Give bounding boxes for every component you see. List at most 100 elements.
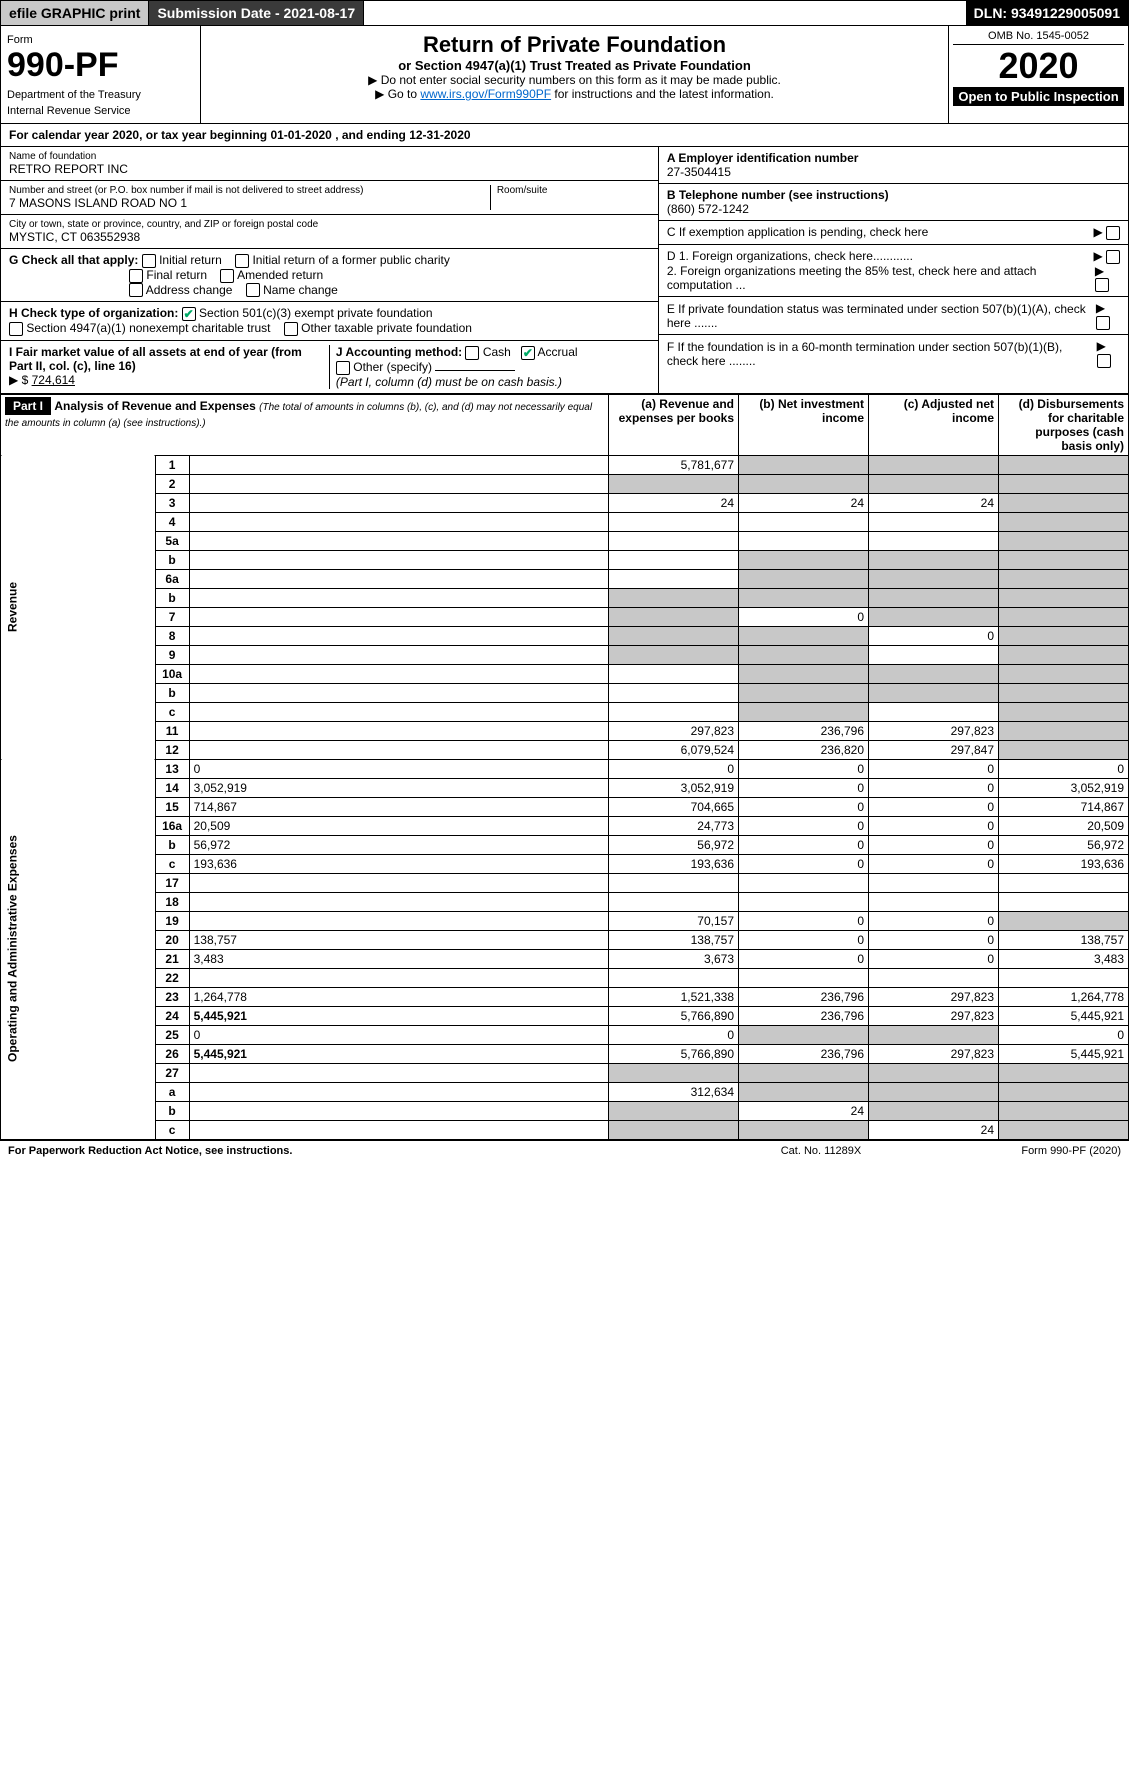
cell-6b-a xyxy=(609,588,739,607)
efile-print-label[interactable]: efile GRAPHIC print xyxy=(1,1,149,25)
cell-21-c: 0 xyxy=(869,949,999,968)
cell-2-b xyxy=(739,474,869,493)
cell-12-d xyxy=(999,740,1129,759)
line-description xyxy=(189,493,608,512)
cell-5b-c xyxy=(869,550,999,569)
line-number: b xyxy=(155,1101,189,1120)
table-row: 25000 xyxy=(1,1025,1129,1044)
table-row: 231,264,7781,521,338236,796297,8231,264,… xyxy=(1,987,1129,1006)
line-number: b xyxy=(155,550,189,569)
checkbox-e[interactable] xyxy=(1096,316,1110,330)
table-row: 2 xyxy=(1,474,1129,493)
checkbox-other-method[interactable] xyxy=(336,361,350,375)
cell-19-b: 0 xyxy=(739,911,869,930)
cell-3-b: 24 xyxy=(739,493,869,512)
checkbox-cash[interactable] xyxy=(465,346,479,360)
cell-10b-a xyxy=(609,683,739,702)
tax-year: 2020 xyxy=(953,45,1124,87)
cell-3-c: 24 xyxy=(869,493,999,512)
checkbox-d1[interactable] xyxy=(1106,250,1120,264)
cell-15-b: 0 xyxy=(739,797,869,816)
line-description: 1,264,778 xyxy=(189,987,608,1006)
cell-6b-c xyxy=(869,588,999,607)
checkbox-other-taxable[interactable] xyxy=(284,322,298,336)
table-row: 9 xyxy=(1,645,1129,664)
line-description xyxy=(189,531,608,550)
table-row: 18 xyxy=(1,892,1129,911)
note-ssn: Do not enter social security numbers on … xyxy=(207,73,942,87)
cell-8-d xyxy=(999,626,1129,645)
revenue-sidelabel: Revenue xyxy=(1,455,156,759)
cell-18-c xyxy=(869,892,999,911)
checkbox-501c3[interactable] xyxy=(182,307,196,321)
cell-27c-c: 24 xyxy=(869,1120,999,1139)
cell-24-c: 297,823 xyxy=(869,1006,999,1025)
checkbox-name-change[interactable] xyxy=(246,283,260,297)
cell-13-b: 0 xyxy=(739,759,869,778)
line-number: 22 xyxy=(155,968,189,987)
checkbox-d2[interactable] xyxy=(1095,278,1109,292)
checkbox-accrual[interactable] xyxy=(521,346,535,360)
line-description xyxy=(189,721,608,740)
cell-11-c: 297,823 xyxy=(869,721,999,740)
cell-10b-d xyxy=(999,683,1129,702)
line-description xyxy=(189,911,608,930)
table-row: 5a xyxy=(1,531,1129,550)
line-description xyxy=(189,1063,608,1082)
line-description xyxy=(189,740,608,759)
cell-4-d xyxy=(999,512,1129,531)
note-link: Go to www.irs.gov/Form990PF for instruct… xyxy=(207,87,942,101)
table-row: 245,445,9215,766,890236,796297,8235,445,… xyxy=(1,1006,1129,1025)
line-description xyxy=(189,550,608,569)
cell-23-c: 297,823 xyxy=(869,987,999,1006)
table-row: 6a xyxy=(1,569,1129,588)
header-right: OMB No. 1545-0052 2020 Open to Public In… xyxy=(948,26,1128,123)
cell-20-c: 0 xyxy=(869,930,999,949)
col-d-header: (d) Disbursements for charitable purpose… xyxy=(999,394,1129,455)
line-description xyxy=(189,512,608,531)
checkbox-4947a1[interactable] xyxy=(9,322,23,336)
checkbox-amended-return[interactable] xyxy=(220,269,234,283)
cell-10b-c xyxy=(869,683,999,702)
cell-16b-c: 0 xyxy=(869,835,999,854)
table-row: 1970,15700 xyxy=(1,911,1129,930)
checkbox-f[interactable] xyxy=(1097,354,1111,368)
cell-10c-b xyxy=(739,702,869,721)
cell-24-a: 5,766,890 xyxy=(609,1006,739,1025)
cell-14-d: 3,052,919 xyxy=(999,778,1129,797)
cell-27-a xyxy=(609,1063,739,1082)
line-description xyxy=(189,1082,608,1101)
cell-25-c xyxy=(869,1025,999,1044)
cell-8-c: 0 xyxy=(869,626,999,645)
cell-3-a: 24 xyxy=(609,493,739,512)
cell-7-d xyxy=(999,607,1129,626)
cell-16c-d: 193,636 xyxy=(999,854,1129,873)
cell-10c-d xyxy=(999,702,1129,721)
checkbox-final-return[interactable] xyxy=(129,269,143,283)
line-description xyxy=(189,569,608,588)
checkbox-initial-return[interactable] xyxy=(142,254,156,268)
header-center: Return of Private Foundation or Section … xyxy=(201,26,948,123)
line-number: 15 xyxy=(155,797,189,816)
checkbox-address-change[interactable] xyxy=(129,283,143,297)
line-number: c xyxy=(155,854,189,873)
section-h: H Check type of organization: Section 50… xyxy=(1,302,658,341)
line-number: 14 xyxy=(155,778,189,797)
foundation-name-field: Name of foundation RETRO REPORT INC xyxy=(1,147,658,181)
cell-6a-d xyxy=(999,569,1129,588)
cell-14-c: 0 xyxy=(869,778,999,797)
irs-link[interactable]: www.irs.gov/Form990PF xyxy=(420,87,551,101)
cell-6a-a xyxy=(609,569,739,588)
cell-9-b xyxy=(739,645,869,664)
checkbox-former-charity[interactable] xyxy=(235,254,249,268)
cell-17-c xyxy=(869,873,999,892)
cell-1-d xyxy=(999,455,1129,474)
cell-11-a: 297,823 xyxy=(609,721,739,740)
cell-7-b: 0 xyxy=(739,607,869,626)
checkbox-c[interactable] xyxy=(1106,226,1120,240)
col-c-header: (c) Adjusted net income xyxy=(869,394,999,455)
line-description xyxy=(189,588,608,607)
table-row: 143,052,9193,052,919003,052,919 xyxy=(1,778,1129,797)
fmv-value: 724,614 xyxy=(32,373,75,387)
cell-5a-b xyxy=(739,531,869,550)
